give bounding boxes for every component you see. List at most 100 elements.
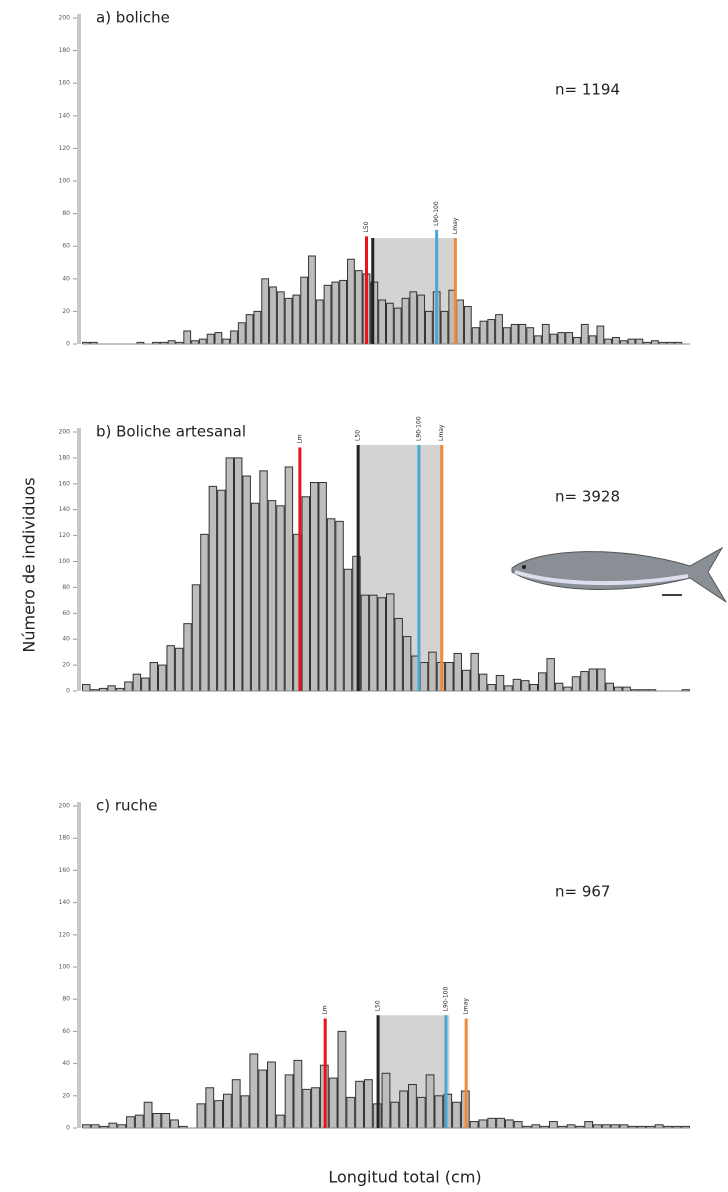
bar	[409, 291, 418, 345]
bar	[377, 597, 386, 692]
bar	[300, 276, 309, 345]
bar	[504, 1119, 514, 1129]
y-tick-label: 200	[59, 803, 71, 810]
bar	[513, 1121, 523, 1129]
bar	[237, 322, 246, 345]
bar	[161, 1113, 171, 1129]
bar	[425, 1074, 435, 1129]
bar	[124, 681, 133, 692]
y-tick-label: 140	[59, 899, 71, 906]
reference-label: L50	[363, 221, 370, 232]
bar	[347, 258, 355, 345]
bar	[510, 323, 519, 345]
bar	[222, 338, 231, 345]
bar	[386, 302, 394, 345]
bar	[339, 279, 348, 345]
y-tick-label: 20	[62, 662, 70, 669]
bar	[512, 678, 522, 692]
bar	[284, 297, 293, 345]
reference-label: Lmay	[463, 998, 470, 1015]
bar	[538, 672, 547, 692]
bar	[183, 330, 192, 345]
bar	[143, 1101, 153, 1129]
y-tick-label: 40	[62, 275, 70, 282]
bar	[214, 332, 223, 345]
bar	[416, 1096, 426, 1129]
bar	[284, 466, 294, 692]
bar	[402, 636, 412, 692]
bar	[612, 336, 620, 345]
bar	[487, 684, 496, 692]
y-tick-label: 60	[62, 243, 70, 250]
x-axis-label: Longitud total (cm)	[328, 1168, 481, 1187]
bar	[478, 1119, 488, 1129]
bar	[267, 1061, 276, 1129]
bar	[417, 294, 425, 345]
y-axis	[77, 14, 81, 344]
y-tick-label: 180	[59, 454, 71, 461]
bar	[622, 686, 631, 692]
reference-label: Lm	[322, 1005, 329, 1014]
bar	[354, 270, 363, 345]
bar	[275, 1114, 285, 1129]
bar	[191, 584, 201, 692]
bar	[588, 668, 598, 692]
bar	[399, 1090, 409, 1129]
bar	[326, 518, 336, 692]
bar	[82, 684, 91, 692]
reference-label: Lmay	[452, 217, 459, 234]
bar	[355, 1080, 364, 1129]
bar	[234, 457, 243, 692]
bar	[217, 489, 226, 692]
bar	[134, 1114, 144, 1129]
y-tick-label: 80	[62, 584, 70, 591]
bar	[456, 299, 464, 345]
bar	[563, 686, 572, 692]
bar	[126, 1116, 135, 1129]
bar	[495, 674, 505, 692]
bar	[276, 291, 285, 345]
bar	[394, 617, 403, 692]
sample-size: n= 967	[555, 883, 610, 901]
bar	[393, 307, 402, 345]
y-tick-label: 120	[59, 145, 71, 152]
bar	[343, 568, 353, 692]
bar	[381, 1072, 391, 1129]
y-tick-label: 140	[59, 112, 71, 119]
y-tick-label: 160	[59, 80, 71, 87]
bar	[308, 255, 316, 345]
bar	[208, 485, 218, 692]
y-tick-label: 140	[59, 506, 71, 513]
bar	[534, 335, 542, 345]
bar	[597, 668, 606, 692]
bar	[521, 680, 530, 692]
bar	[605, 682, 614, 692]
bar	[302, 1088, 312, 1129]
bar	[408, 1084, 417, 1129]
y-tick-label: 100	[59, 964, 71, 971]
bar	[596, 325, 605, 345]
bar	[198, 338, 207, 345]
bar	[471, 327, 480, 345]
bar	[452, 1101, 461, 1129]
bar	[174, 647, 184, 692]
bar	[259, 470, 268, 692]
bar	[580, 671, 589, 692]
bar	[311, 1087, 320, 1129]
bar	[328, 1077, 338, 1129]
bar	[310, 482, 319, 692]
bar	[627, 338, 636, 345]
bar	[108, 1122, 118, 1129]
bar	[504, 685, 513, 692]
bar	[604, 338, 613, 345]
bar	[206, 333, 215, 345]
y-tick-label: 60	[62, 610, 70, 617]
y-tick-label: 160	[59, 867, 71, 874]
bar	[557, 332, 566, 345]
reference-label: L50	[375, 1000, 382, 1011]
bar	[360, 594, 370, 692]
y-tick-label: 160	[59, 480, 71, 487]
bar	[284, 1074, 294, 1129]
bar	[253, 310, 262, 345]
bar	[318, 482, 327, 692]
